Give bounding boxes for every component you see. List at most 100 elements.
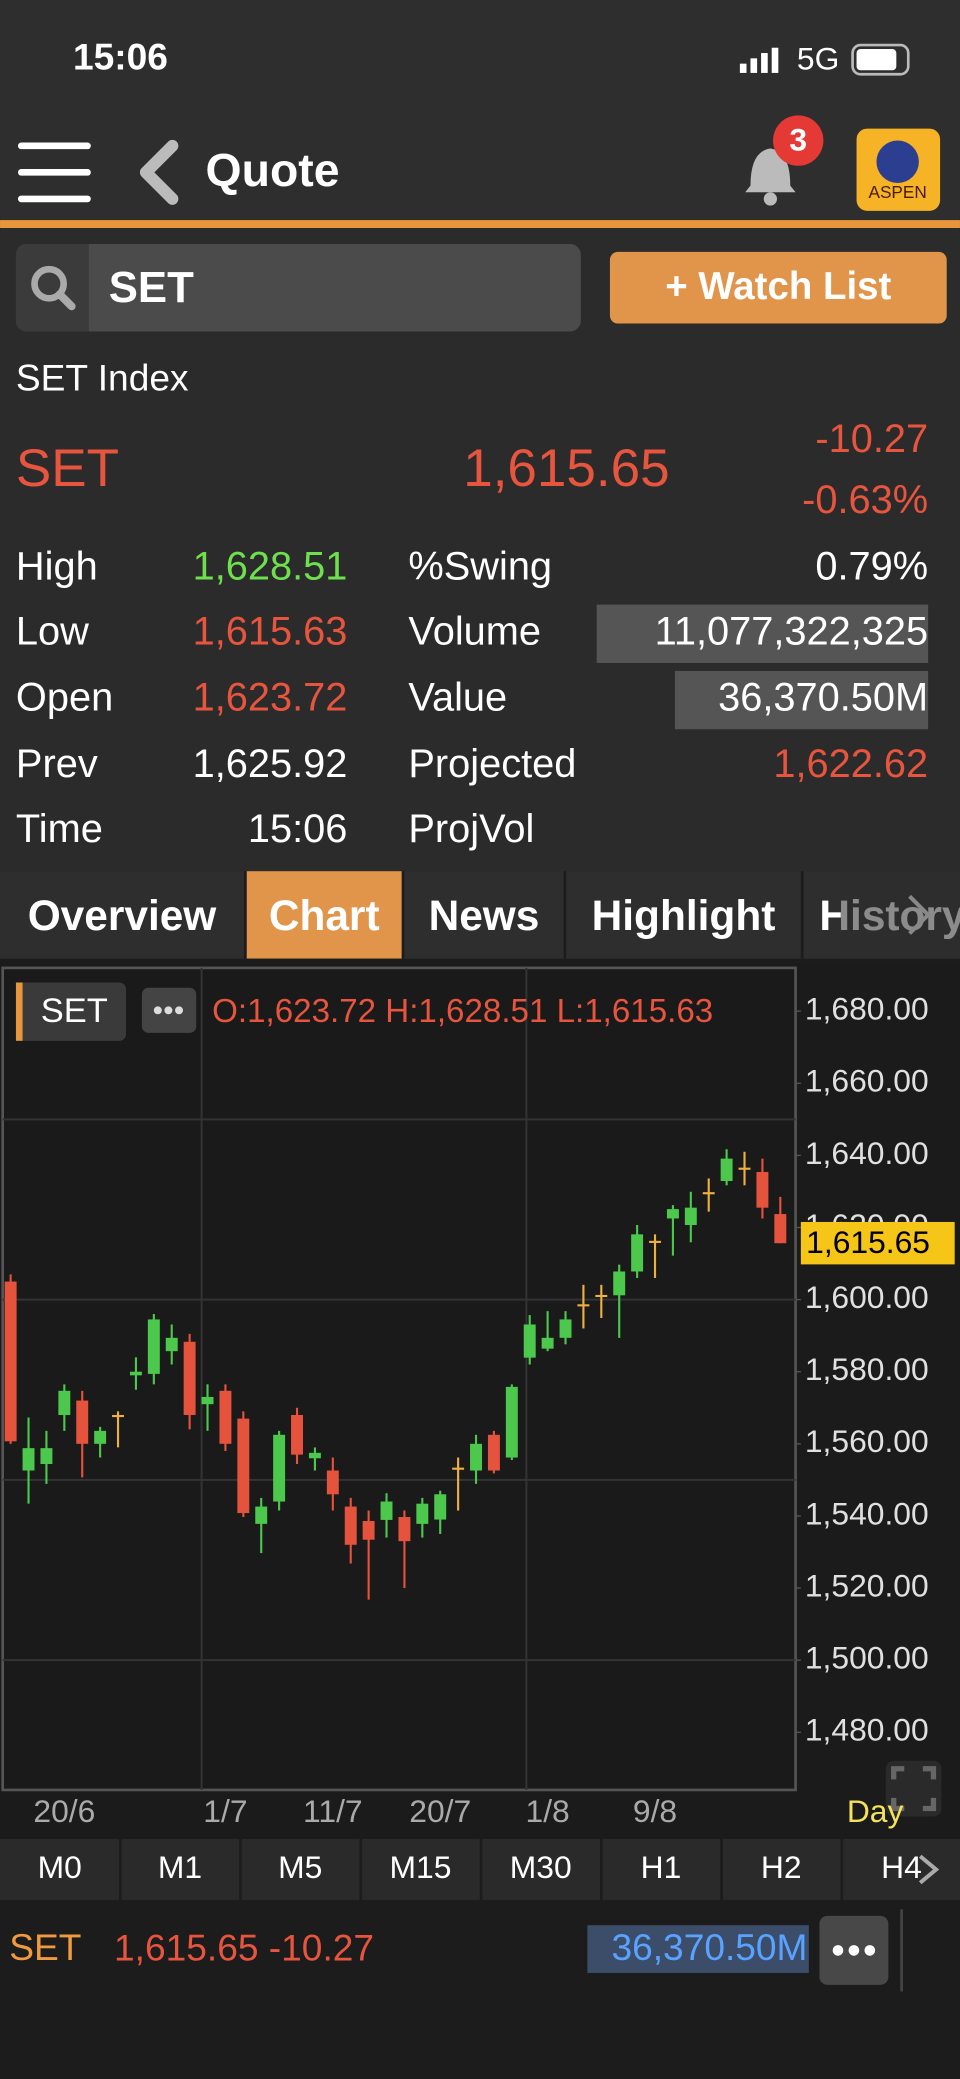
search-query: SET [109,263,194,312]
candle-body [76,1400,89,1444]
x-tick-label: 1/7 [203,1793,247,1829]
y-tick-label: 1,560.00 [805,1423,929,1459]
y-tick-label: 1,500.00 [805,1640,929,1676]
search-icon [31,265,67,302]
footer-quote: 1,615.65 -10.27 [114,1926,374,1968]
x-tick-label: 20/6 [33,1793,95,1829]
ohlc-header: O:1,623.72 H:1,628.51 L:1,615.63 [212,993,713,1030]
candle-body [147,1319,160,1374]
ohlc-value: H:1,628.51 [385,993,547,1030]
price-change-pct: -0.63% [802,478,928,522]
candle-body [505,1386,518,1458]
signal-icon [739,47,779,73]
search-icon-handle [55,290,76,311]
candle-body [398,1517,411,1542]
stat-label: %Swing [408,544,552,588]
stat-value: 36,370.50M [718,676,928,720]
interval-label[interactable]: H2 [761,1849,802,1885]
watch-list-button[interactable] [609,251,947,324]
candle-body [344,1506,357,1545]
search-box[interactable] [15,243,581,332]
quote-panel [0,228,960,872]
search-icon-bg [15,243,89,332]
tab-fade [840,871,960,959]
tab-active[interactable] [246,871,402,959]
price-change: -10.27 [815,417,928,461]
footer-symbol: SET [9,1926,81,1968]
interval-label[interactable]: M30 [510,1849,572,1885]
tab[interactable] [566,871,801,959]
candle-body [595,1294,608,1298]
candle-body [720,1158,733,1181]
x-tick-label: 1/8 [526,1793,570,1829]
candle-body [237,1418,250,1514]
candle-body [559,1319,572,1338]
stat-value: 1,622.62 [773,742,928,786]
chart-symbol: SET [41,992,108,1030]
candle-body [183,1341,196,1415]
symbol-chip[interactable] [15,982,126,1041]
back-button[interactable] [139,139,179,205]
stat-label: Value [408,676,507,720]
footer-value: 36,370.50M [611,1926,807,1968]
ohlc-value: O:1,623.72 [212,993,376,1030]
candle-body [702,1192,715,1195]
stat-label: Open [16,676,113,720]
candle-body [738,1167,751,1170]
candle-body [255,1506,268,1524]
dots [153,1006,183,1015]
y-tick-label: 1,680.00 [805,991,929,1027]
intervals: M0 M1 M5 M15 M30 H1 H2 H4 [38,1839,922,1901]
interval-label[interactable]: M5 [278,1849,322,1885]
y-tick-label: 1,640.00 [805,1135,929,1171]
candle-body [487,1434,500,1471]
y-tick-label: 1,660.00 [805,1063,929,1099]
tab[interactable] [404,871,564,959]
candle-body [112,1414,124,1418]
instrument-name: SET Index [16,356,189,398]
tab-label: Highlight [592,892,776,939]
bell-clapper [763,192,777,206]
last-price: 1,615.65 [463,439,669,498]
candle-body [666,1209,679,1219]
badge-count: 3 [789,121,807,157]
candle-body [22,1448,35,1471]
tab[interactable] [0,871,244,959]
interval-label[interactable]: H4 [881,1849,922,1885]
dots [832,1945,876,1956]
value-highlight [596,604,929,663]
footer-value-highlight [587,1925,809,1973]
battery-level [856,49,897,71]
interval-label[interactable]: M0 [38,1849,82,1885]
value-highlight [674,670,929,730]
candle-body [219,1390,232,1444]
notification-badge [773,115,824,166]
tab-scroll-arrow[interactable] [908,894,931,935]
menu-button[interactable] [17,142,91,203]
status-time: 15:06 [73,35,168,77]
candle-body [58,1390,71,1415]
candle-body [756,1171,769,1208]
stat-value: 1,623.72 [193,676,348,720]
expand-icon[interactable] [885,1760,942,1817]
candles [4,1149,787,1600]
candle-body [774,1214,787,1244]
tabs: OverviewChartNewsHighlightHistory [0,871,960,959]
candle-body [649,1240,661,1243]
ohlc-value: L:1,615.63 [557,993,714,1030]
stats-grid: High 1,628.51 Low 1,615.63 Open 1,623.72 Prev 1… [16,544,929,851]
candle-body [434,1494,447,1520]
interval-label[interactable]: M1 [158,1849,202,1885]
interval-label[interactable]: M15 [390,1849,452,1885]
stat-label: Volume [408,609,541,653]
interval-label[interactable]: H1 [641,1849,682,1885]
candle-body [40,1448,53,1465]
plot-area [1,966,797,1792]
interval-scroll-arrow[interactable] [918,1854,940,1885]
header-accent [0,220,960,229]
candle-body [416,1503,429,1524]
chart: 1,480.00 1,500.00 1,520.00 1,540.00 1,560.00… [2,991,955,1829]
stat-value: 1,615.63 [193,609,348,653]
